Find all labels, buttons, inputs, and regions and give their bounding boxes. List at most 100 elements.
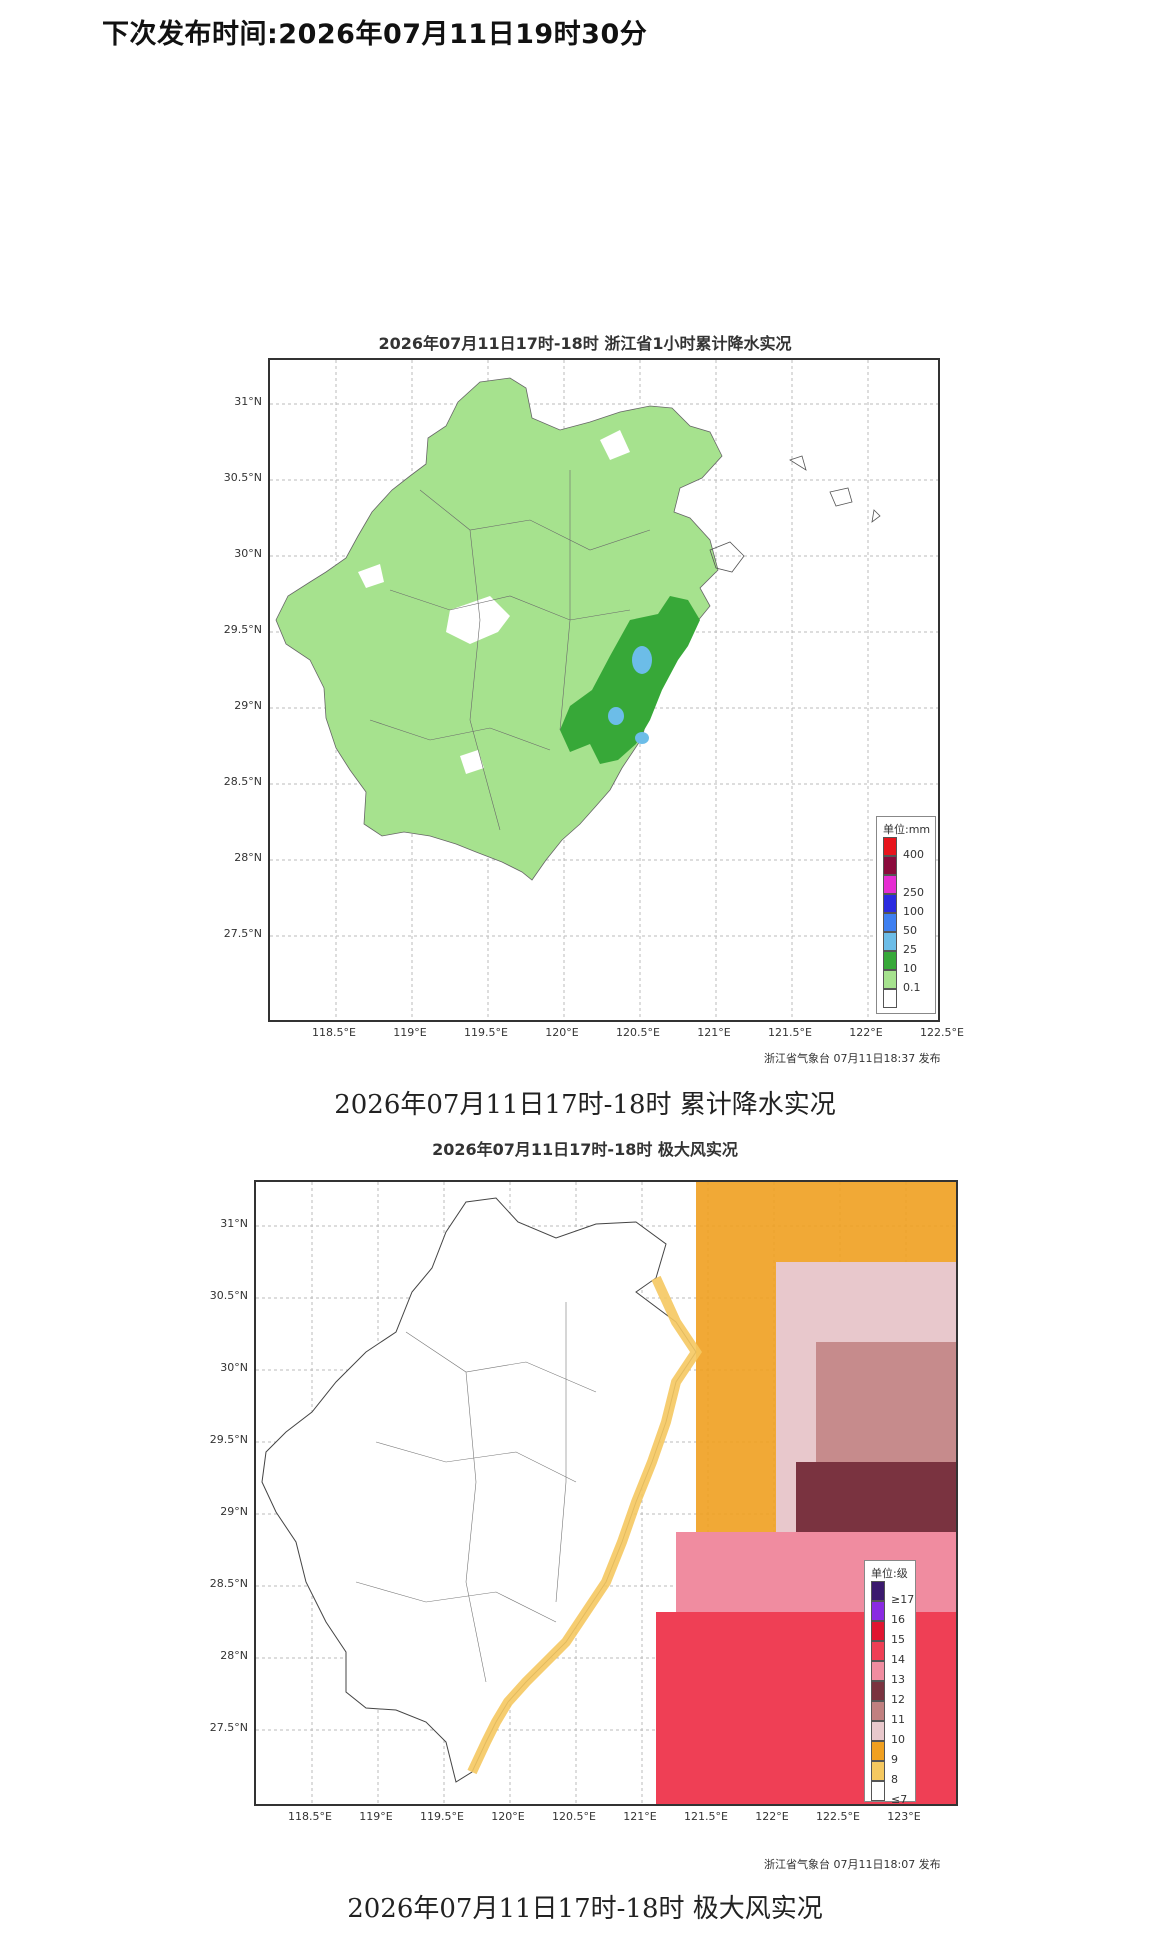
wind-legend-swatch (871, 1641, 885, 1661)
rain-legend: 单位:mm 400 250 100 50 25 10 0.1 (876, 816, 936, 1014)
rain-map-caption: 2026年07月11日17时-18时 累计降水实况 (334, 1090, 836, 1120)
rain-legend-swatch (883, 875, 897, 894)
rain-legend-label: 50 (903, 924, 917, 937)
wind-legend-swatch (871, 1661, 885, 1681)
wind-lon-label: 119.5°E (420, 1810, 464, 1823)
rain-25mm-area (632, 646, 652, 674)
rain-map-svg (270, 360, 938, 1020)
rain-legend-swatch (883, 894, 897, 913)
wind-legend-swatch (871, 1581, 885, 1601)
wind-legend-label: ≤7 (891, 1793, 908, 1806)
rain-legend-swatch (883, 970, 897, 989)
rain-lon-label: 120.5°E (616, 1026, 660, 1039)
wind-lon-label: 122°E (755, 1810, 789, 1823)
wind-map-caption: 2026年07月11日17时-18时 极大风实况 (347, 1894, 823, 1924)
wind-lon-label: 121.5°E (684, 1810, 728, 1823)
rain-legend-label: 400 (903, 848, 924, 861)
rain-dry-area (600, 430, 630, 460)
rain-lat-label: 28.5°N (223, 775, 262, 788)
wind-map-panel: 2026年07月11日17时-18时 极大风实况 31°N 30.5°N 30°N 2… (0, 1128, 1170, 1928)
rain-legend-label: 25 (903, 943, 917, 956)
rain-legend-swatch (883, 989, 897, 1008)
rain-lat-label: 31°N (234, 395, 262, 408)
wind-legend-label: 11 (891, 1713, 905, 1726)
rain-legend-swatch (883, 932, 897, 951)
rain-dry-area (358, 564, 384, 588)
rain-map-frame: 单位:mm 400 250 100 50 25 10 0.1 (268, 358, 940, 1022)
rain-legend-swatch (883, 913, 897, 932)
rain-lat-label: 30°N (234, 547, 262, 560)
wind-legend-label: 9 (891, 1753, 898, 1766)
rain-lon-label: 121.5°E (768, 1026, 812, 1039)
rain-lon-label: 122.5°E (920, 1026, 964, 1039)
rain-dry-area (460, 750, 484, 774)
wind-legend: 单位:级 ≥17 16 15 14 13 12 11 10 9 8 ≤7 (864, 1560, 916, 1804)
rain-legend-label: 0.1 (903, 981, 921, 994)
rain-islands (709, 455, 881, 573)
wind-lat-label: 30°N (220, 1361, 248, 1374)
rain-lon-label: 122°E (849, 1026, 883, 1039)
wind-map-title: 2026年07月11日17时-18时 极大风实况 (432, 1140, 738, 1159)
wind-lon-label: 118.5°E (288, 1810, 332, 1823)
rain-map-panel: 2026年07月11日17时-18时 浙江省1小时累计降水实况 31°N 30.5… (0, 320, 1170, 1120)
wind-map-svg (256, 1182, 956, 1804)
rain-dry-area (446, 596, 510, 644)
wind-legend-label: 16 (891, 1613, 905, 1626)
rain-lat-label: 30.5°N (223, 471, 262, 484)
rain-lat-label: 28°N (234, 851, 262, 864)
wind-band-12 (796, 1462, 956, 1532)
wind-legend-label: 15 (891, 1633, 905, 1646)
wind-lat-label: 30.5°N (209, 1289, 248, 1302)
next-release-time: 下次发布时间:2026年07月11日19时30分 (102, 19, 648, 50)
rain-legend-swatch (883, 856, 897, 875)
rain-lon-label: 119°E (393, 1026, 427, 1039)
wind-lat-label: 29°N (220, 1505, 248, 1518)
wind-legend-label: 14 (891, 1653, 905, 1666)
wind-legend-swatch (871, 1781, 885, 1801)
wind-boundaries (355, 1302, 597, 1683)
rain-legend-unit: 单位:mm (883, 823, 931, 836)
rain-lon-label: 118.5°E (312, 1026, 356, 1039)
wind-legend-swatch (871, 1621, 885, 1641)
wind-legend-swatch (871, 1601, 885, 1621)
rain-lon-label: 119.5°E (464, 1026, 508, 1039)
wind-land (261, 1197, 697, 1783)
wind-lat-label: 29.5°N (209, 1433, 248, 1446)
rain-legend-label: 10 (903, 962, 917, 975)
rain-lat-label: 27.5°N (223, 927, 262, 940)
rain-heavy-area (560, 596, 700, 764)
rain-lat-label: 29.5°N (223, 623, 262, 636)
rain-map-title: 2026年07月11日17时-18时 浙江省1小时累计降水实况 (378, 334, 792, 353)
wind-legend-label: 8 (891, 1773, 898, 1786)
rain-legend-label: 250 (903, 886, 924, 899)
wind-lon-label: 121°E (623, 1810, 657, 1823)
wind-legend-swatch (871, 1681, 885, 1701)
rain-legend-label: 100 (903, 905, 924, 918)
wind-lat-label: 28.5°N (209, 1577, 248, 1590)
wind-lon-label: 123°E (887, 1810, 921, 1823)
rain-legend-swatch (883, 837, 897, 856)
wind-legend-label: ≥17 (891, 1593, 915, 1606)
wind-lat-label: 27.5°N (209, 1721, 248, 1734)
wind-legend-label: 13 (891, 1673, 905, 1686)
rain-lon-label: 120°E (545, 1026, 579, 1039)
wind-lon-label: 120.5°E (552, 1810, 596, 1823)
rain-boundaries (369, 470, 651, 831)
wind-legend-swatch (871, 1721, 885, 1741)
rain-map-credit: 浙江省气象台 07月11日18:37 发布 (764, 1052, 941, 1065)
wind-lat-label: 31°N (220, 1217, 248, 1230)
wind-lat-label: 28°N (220, 1649, 248, 1662)
wind-map-credit: 浙江省气象台 07月11日18:07 发布 (764, 1858, 941, 1871)
wind-lon-label: 122.5°E (816, 1810, 860, 1823)
rain-25mm-area (608, 707, 624, 725)
wind-legend-swatch (871, 1761, 885, 1781)
wind-lon-label: 120°E (491, 1810, 525, 1823)
wind-legend-swatch (871, 1741, 885, 1761)
rain-25mm-area (635, 732, 649, 744)
wind-legend-unit: 单位:级 (871, 1567, 908, 1580)
wind-map-frame: 单位:级 ≥17 16 15 14 13 12 11 10 9 8 ≤7 (254, 1180, 958, 1806)
wind-coast-8 (467, 1275, 703, 1775)
rain-legend-swatch (883, 951, 897, 970)
wind-legend-label: 10 (891, 1733, 905, 1746)
wind-legend-swatch (871, 1701, 885, 1721)
